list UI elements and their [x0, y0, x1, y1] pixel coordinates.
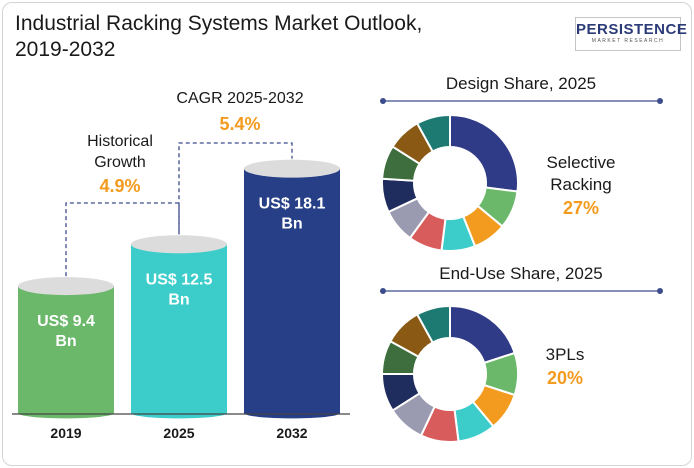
callout-value: 27% [563, 198, 599, 218]
x-tick-label: 2019 [50, 425, 81, 441]
logo-name: PERSISTENCE [576, 21, 688, 38]
cagr-label: CAGR 2025-2032 [176, 90, 303, 107]
bar-base-2019 [18, 407, 114, 419]
donut-title: Design Share, 2025 [446, 74, 596, 93]
historical-label: Historical [87, 133, 153, 150]
bar-value-label: US$ 18.1 [259, 196, 326, 213]
bar-cap-2019 [18, 277, 114, 296]
donut-slice [449, 304, 516, 365]
donut-slice [415, 304, 451, 344]
bar-value-unit: Bn [281, 216, 302, 233]
bar-2032 [244, 168, 340, 413]
x-tick-label: 2025 [163, 425, 194, 441]
divider-dot [657, 98, 663, 104]
divider-dot [380, 98, 386, 104]
callout-label: Racking [550, 175, 611, 194]
donut-title: End-Use Share, 2025 [439, 264, 603, 283]
logo-tagline: MARKET RESEARCH [591, 38, 665, 44]
cagr-value: 5.4% [219, 114, 260, 134]
bar-value-label: US$ 12.5 [146, 271, 213, 288]
bar-2019 [18, 286, 114, 413]
bar-base-2025 [131, 407, 227, 419]
divider-dot [657, 288, 663, 294]
historical-growth-connector [65, 202, 180, 277]
bar-value-label: US$ 9.4 [37, 313, 95, 330]
callout-label: Selective [547, 153, 616, 172]
brand-logo: PERSISTENCE MARKET RESEARCH [575, 17, 688, 51]
bar-base-2032 [244, 407, 340, 419]
bar-cap-2032 [244, 159, 340, 178]
bar-value-unit: Bn [55, 333, 76, 350]
x-tick-label: 2032 [276, 425, 307, 441]
bar-cap-2025 [131, 235, 227, 254]
divider-dot [380, 288, 386, 294]
bar-value-unit: Bn [168, 291, 189, 308]
bar-2025 [131, 244, 227, 413]
historical-value: 4.9% [99, 176, 140, 196]
page-title: Industrial Racking Systems Market Outloo… [15, 11, 535, 63]
callout-label: 3PLs [546, 345, 585, 364]
donut-slice [449, 113, 519, 193]
title-line-1: Industrial Racking Systems Market Outloo… [15, 12, 423, 35]
donut-slice [415, 113, 451, 153]
callout-value: 20% [547, 368, 583, 388]
historical-label: Growth [94, 154, 146, 171]
title-line-2: 2019-2032 [15, 38, 116, 61]
cagr-connector [178, 142, 293, 235]
